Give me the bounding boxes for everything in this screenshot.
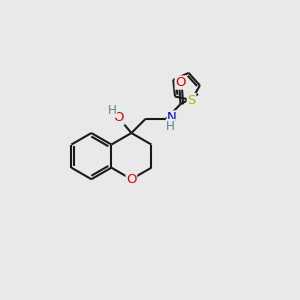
Text: O: O — [113, 112, 124, 124]
Text: H: H — [166, 119, 175, 133]
Text: O: O — [126, 173, 136, 186]
Text: H: H — [108, 104, 117, 117]
Text: S: S — [187, 94, 196, 106]
Text: N: N — [167, 111, 177, 124]
Text: O: O — [175, 76, 186, 89]
